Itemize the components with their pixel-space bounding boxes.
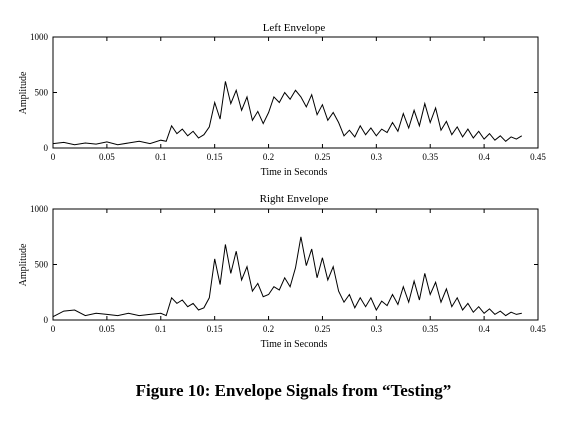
y-axis-label: Amplitude [18,71,29,114]
x-tick-label: 0.05 [99,324,115,334]
x-tick-label: 0.4 [478,152,490,162]
x-tick-label: 0.25 [315,324,331,334]
x-tick-label: 0.35 [422,152,438,162]
x-tick-label: 0.2 [263,152,274,162]
y-tick-label: 1000 [30,204,49,214]
y-tick-label: 500 [35,260,49,270]
chart-title: Right Envelope [260,193,329,205]
x-tick-label: 0.05 [99,152,115,162]
x-tick-label: 0.1 [155,152,166,162]
y-axis-label: Amplitude [18,243,29,286]
x-tick-label: 0.2 [263,324,274,334]
x-tick-label: 0 [51,324,56,334]
figure-caption: Figure 10: Envelope Signals from “Testin… [135,381,452,400]
chart-title: Left Envelope [263,22,326,34]
x-tick-label: 0.25 [315,152,331,162]
x-tick-label: 0.4 [478,324,490,334]
y-tick-label: 0 [44,143,49,153]
left-envelope-line [52,81,523,146]
x-ticks: 0 0.05 0.1 0.15 0.2 0.25 0.3 0.35 0.4 0.45 [51,209,546,334]
x-tick-label: 0.1 [155,324,166,334]
y-tick-label: 1000 [30,32,49,42]
x-tick-label: 0.3 [371,324,383,334]
y-tick-label: 500 [35,88,49,98]
plot-frame [52,208,539,321]
x-tick-label: 0.3 [371,152,383,162]
x-axis-label: Time in Seconds [261,167,328,178]
plot-frame [52,36,539,149]
x-tick-label: 0 [51,152,56,162]
x-tick-label: 0.15 [207,152,223,162]
x-tick-label: 0.35 [422,324,438,334]
x-ticks: 0 0.05 0.1 0.15 0.2 0.25 0.3 0.35 0.4 0.45 [51,37,546,162]
x-tick-label: 0.15 [207,324,223,334]
y-ticks: 0 500 1000 [30,32,538,153]
y-tick-label: 0 [44,315,49,325]
x-axis-label: Time in Seconds [261,339,328,350]
right-envelope-line [52,236,522,318]
x-tick-label: 0.45 [530,324,546,334]
y-ticks: 0 500 1000 [30,204,538,325]
figure: Left Envelope 0 500 1000 0 0.05 0.1 0.15 0.2 0.… [18,22,546,350]
x-tick-label: 0.45 [530,152,546,162]
left-envelope-chart: Left Envelope 0 500 1000 0 0.05 0.1 0.15 0.2 0.… [18,22,546,178]
